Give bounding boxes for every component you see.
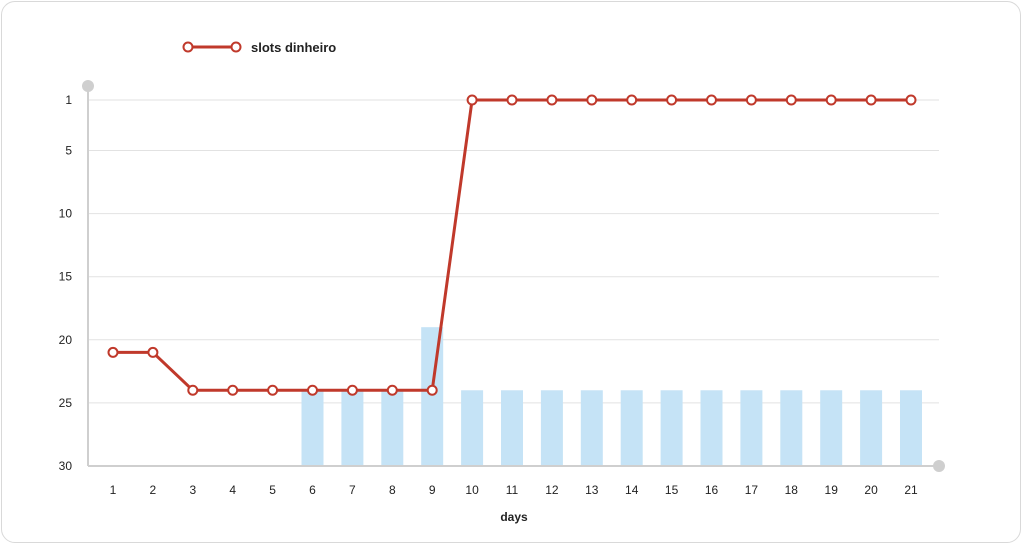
legend: slots dinheiro xyxy=(182,40,336,55)
data-point xyxy=(147,346,159,358)
legend-marker xyxy=(230,41,242,53)
x-tick-label: 14 xyxy=(625,483,639,497)
x-tick-label: 21 xyxy=(904,483,918,497)
bar xyxy=(780,390,803,466)
legend-marker xyxy=(182,41,194,53)
axes xyxy=(82,80,945,472)
bar xyxy=(820,390,843,466)
bars-group xyxy=(301,327,922,466)
y-tick-label: 30 xyxy=(59,459,73,473)
bar xyxy=(620,390,643,466)
series-line xyxy=(113,98,911,392)
bar xyxy=(580,390,603,466)
x-tick-label: 11 xyxy=(506,483,519,497)
x-tick-label: 12 xyxy=(545,483,559,497)
bar xyxy=(860,390,883,466)
data-point xyxy=(745,94,757,106)
data-point xyxy=(187,384,199,396)
x-tick-label: 6 xyxy=(309,483,316,497)
y-tick-label: 5 xyxy=(65,143,72,157)
data-point xyxy=(307,384,318,396)
y-tick-label: 15 xyxy=(59,270,73,284)
x-tick-label: 3 xyxy=(189,483,196,497)
data-point xyxy=(586,94,598,106)
data-point xyxy=(426,384,438,396)
legend-label: slots dinheiro xyxy=(251,40,336,55)
y-tick-label: 10 xyxy=(59,207,73,221)
bar xyxy=(501,390,523,466)
data-point xyxy=(466,94,478,106)
grid-lines xyxy=(88,99,939,404)
y-tick-label: 25 xyxy=(59,396,73,410)
bar xyxy=(381,390,404,466)
x-tick-label: 16 xyxy=(705,483,719,497)
bar xyxy=(540,390,563,466)
data-point xyxy=(386,384,398,396)
x-tick-label: 18 xyxy=(785,483,799,497)
x-tick-labels: 1 2 3 4 5 6 7 8 9 10 11 12 13 14 15 16 17 18 19 20 21 xyxy=(110,483,918,497)
x-tick-label: 1 xyxy=(110,483,117,497)
bar xyxy=(660,390,683,466)
x-axis-label: days xyxy=(500,510,528,524)
y-tick-label: 20 xyxy=(59,333,73,347)
data-point xyxy=(825,94,837,106)
data-point xyxy=(227,384,239,396)
data-point xyxy=(546,94,558,106)
bar xyxy=(900,390,922,466)
x-tick-label: 13 xyxy=(585,483,599,497)
x-tick-label: 8 xyxy=(389,483,396,497)
y-axis-end-cap xyxy=(82,80,94,92)
x-tick-label: 15 xyxy=(665,483,679,497)
data-point xyxy=(346,384,358,396)
x-tick-label: 9 xyxy=(429,483,436,497)
x-axis-end-cap xyxy=(933,460,945,472)
data-point xyxy=(865,94,877,106)
x-tick-label: 20 xyxy=(864,483,878,497)
x-tick-label: 2 xyxy=(150,483,157,497)
data-point xyxy=(785,94,797,106)
x-tick-label: 17 xyxy=(745,483,759,497)
data-point xyxy=(506,94,518,106)
data-point xyxy=(267,384,279,396)
data-point xyxy=(626,94,638,106)
x-tick-label: 7 xyxy=(349,483,356,497)
bar xyxy=(740,390,763,466)
bar xyxy=(461,390,484,466)
line-series xyxy=(107,94,917,396)
bar xyxy=(700,390,723,466)
x-tick-label: 5 xyxy=(269,483,276,497)
x-tick-label: 19 xyxy=(825,483,839,497)
bar xyxy=(341,390,364,466)
y-tick-label: 1 xyxy=(65,93,72,107)
data-point xyxy=(706,94,717,106)
data-point xyxy=(107,346,119,358)
bar xyxy=(301,390,324,466)
data-point xyxy=(666,94,678,106)
x-tick-label: 4 xyxy=(229,483,236,497)
x-tick-label: 10 xyxy=(465,483,479,497)
bar xyxy=(421,327,444,466)
data-point xyxy=(905,94,917,106)
